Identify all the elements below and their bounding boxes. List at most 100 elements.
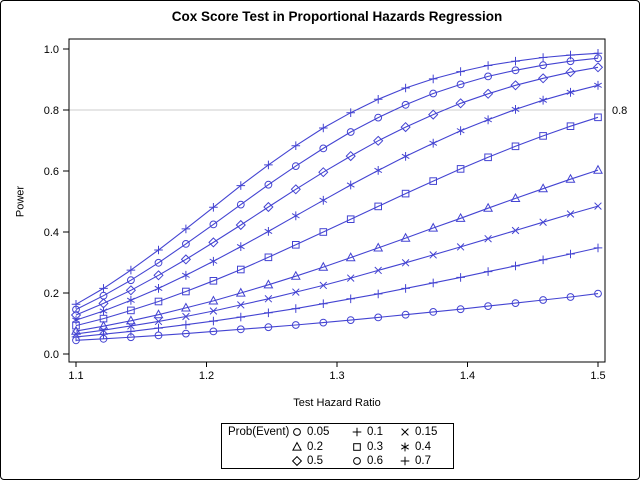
x-marker [484, 234, 492, 243]
plus-marker [264, 308, 273, 318]
plus-marker [236, 181, 246, 190]
star-marker [154, 284, 163, 293]
square-marker [511, 142, 520, 151]
star-marker [429, 138, 438, 148]
x-tick-label: 1.3 [329, 370, 344, 382]
triangle-marker [565, 173, 576, 183]
plus-icon [400, 457, 410, 466]
y-axis-title: Power [14, 185, 27, 218]
triangle-marker [510, 192, 521, 202]
x-marker [456, 243, 465, 251]
plus-marker [154, 323, 163, 333]
plus-marker [456, 273, 465, 282]
triangle-marker [125, 315, 136, 325]
diamond-marker [537, 73, 549, 84]
circle-marker [484, 72, 493, 81]
y-tick-label: 0.8 [44, 105, 59, 117]
plus-marker [401, 83, 410, 93]
star-marker [346, 180, 355, 190]
diamond-icon [291, 456, 303, 467]
diamond-marker [592, 62, 604, 73]
circle-marker [209, 327, 218, 336]
plus-marker [428, 278, 438, 288]
square-marker [346, 215, 355, 223]
series-line [75, 66, 599, 316]
x-marker [99, 326, 108, 334]
diamond-marker [153, 270, 164, 281]
x-marker [237, 301, 245, 309]
star-marker [401, 152, 410, 161]
x-marker [264, 295, 273, 303]
x-axis-title: Test Hazard Ratio [293, 397, 381, 409]
triangle-marker [180, 302, 191, 312]
plus-marker [319, 299, 328, 308]
series-0.4 [72, 80, 602, 325]
x-marker [319, 281, 328, 290]
legend-entry: 0.05 [291, 425, 351, 440]
plus-marker [511, 261, 520, 271]
circle-marker [484, 302, 493, 311]
square-marker [429, 177, 437, 185]
plus-marker [126, 265, 136, 275]
x-marker [539, 218, 547, 226]
diamond-marker [125, 285, 137, 296]
star-marker [456, 126, 465, 136]
plus-marker [236, 312, 246, 322]
circle-marker [429, 308, 438, 316]
plus-marker [181, 320, 191, 329]
circle-marker [154, 258, 163, 267]
series-line [75, 293, 599, 341]
x-icon [401, 428, 409, 437]
square-marker [127, 306, 135, 315]
square-marker [182, 287, 190, 296]
circle-marker [209, 220, 218, 229]
triangle-marker [428, 222, 439, 232]
diamond-marker [455, 98, 466, 109]
plus-marker [538, 255, 548, 265]
legend-entry: 0.4 [399, 440, 453, 455]
plus-marker [483, 61, 493, 70]
star-marker [401, 442, 409, 452]
legend-label: 0.7 [415, 455, 431, 468]
circle-marker [293, 428, 301, 437]
triangle-marker [292, 441, 302, 451]
y-tick-label: 0.4 [44, 227, 59, 239]
square-marker [319, 228, 328, 236]
diamond-marker [345, 150, 356, 162]
y-tick-label: 0.6 [44, 166, 59, 178]
legend-entry: 0.15 [399, 425, 453, 440]
circle-marker [401, 100, 410, 109]
legend-entry: 0.3 [351, 440, 399, 455]
series-0.6 [72, 54, 602, 314]
legend-entry: 0.7 [399, 454, 453, 469]
plus-marker [126, 327, 136, 336]
plus-marker [264, 160, 273, 170]
y-tick-label: 1.0 [44, 44, 59, 56]
plus-marker [319, 123, 328, 133]
reference-line-label: 0.8 [612, 105, 627, 117]
plus-marker [181, 224, 191, 234]
plus-marker [401, 284, 410, 293]
series-line [75, 52, 599, 305]
circle-marker [456, 80, 465, 89]
x-marker [401, 259, 410, 267]
x-marker [154, 317, 163, 326]
star-marker [264, 227, 273, 236]
series-0.5 [70, 62, 604, 321]
plus-marker [291, 304, 301, 313]
triangle-marker [71, 325, 81, 335]
star-marker [539, 95, 548, 105]
plus-marker [346, 294, 355, 304]
circle-marker [566, 293, 575, 301]
triangle-marker [345, 252, 356, 262]
circle-marker [182, 329, 190, 338]
circle-marker [291, 321, 300, 329]
chart-title: Cox Score Test in Proportional Hazards R… [171, 9, 503, 24]
circle-marker [264, 323, 273, 332]
plus-marker [352, 427, 362, 437]
plus-marker [428, 74, 438, 84]
plus-marker [346, 108, 355, 117]
triangle-marker [153, 309, 164, 319]
triangle-marker [318, 261, 329, 271]
legend-label: 0.3 [367, 440, 383, 453]
